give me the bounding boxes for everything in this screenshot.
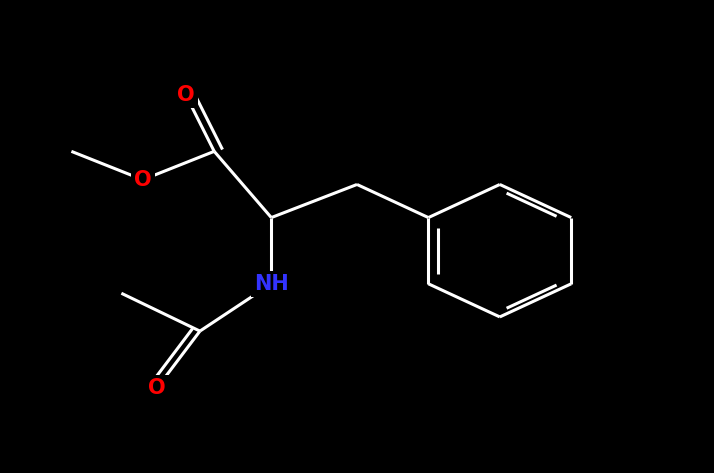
- Text: O: O: [149, 378, 166, 398]
- Text: NH: NH: [254, 274, 288, 294]
- Text: O: O: [177, 85, 194, 105]
- Text: O: O: [134, 170, 151, 190]
